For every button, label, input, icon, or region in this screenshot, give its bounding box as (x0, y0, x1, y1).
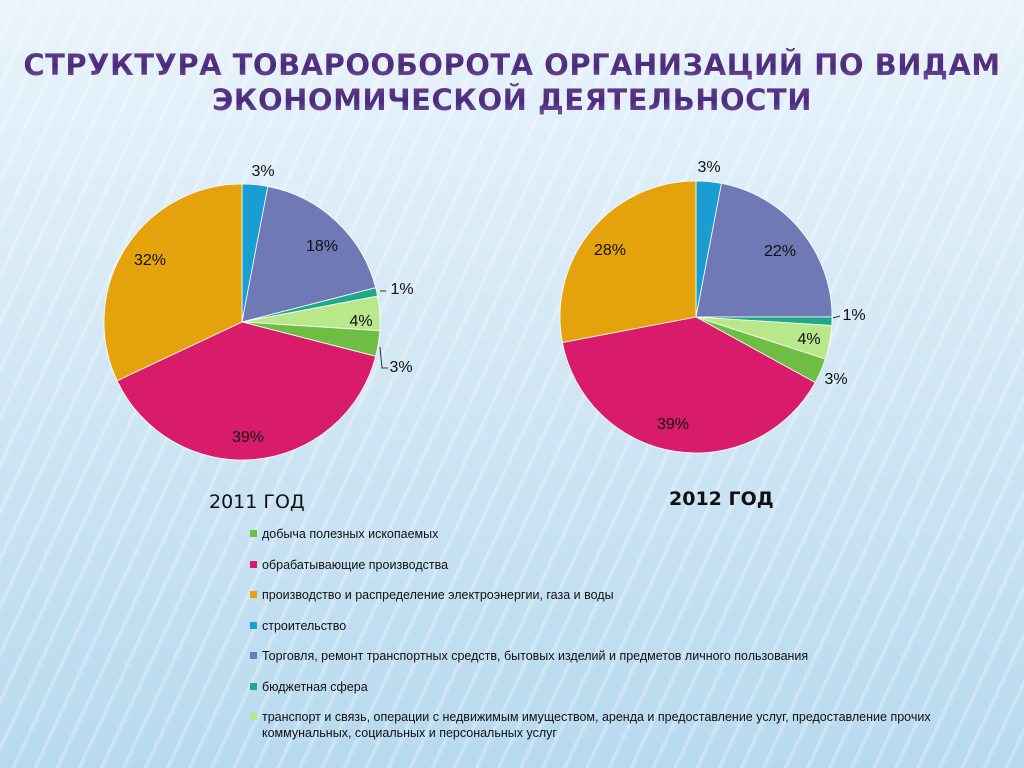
legend-swatch (250, 652, 257, 659)
legend-item: строительство (250, 618, 980, 649)
pie-data-label: 3% (389, 359, 412, 376)
legend-item: обрабатывающие производства (250, 557, 980, 588)
legend-swatch (250, 621, 257, 629)
pie-slice (559, 180, 697, 343)
page-title-line-2: ЭКОНОМИЧЕСКОЙ ДЕЯТЕЛЬНОСТИ (0, 83, 1024, 117)
legend-label: производство и распределение электроэнер… (262, 588, 614, 602)
chart-title-2012: 2012 ГОД (669, 488, 774, 510)
legend-item: бюджетная сфера (250, 679, 980, 710)
pie-slice (695, 182, 833, 318)
legend-swatch (250, 530, 257, 537)
legend-label: Торговля, ремонт транспортных средств, б… (262, 649, 809, 663)
legend-label: обрабатывающие производства (262, 557, 449, 572)
pie-data-label: 3% (251, 163, 274, 180)
legend-swatch (250, 591, 257, 598)
pie-data-label: 32% (134, 252, 166, 269)
pie-chart-2011: 3% 18% 1% 4% 3% 39% 32% (103, 163, 414, 461)
pie-data-label: 18% (306, 238, 338, 255)
legend-label: добыча полезных ископаемых (262, 527, 439, 541)
pie-data-label: 1% (390, 281, 413, 298)
leader-line (832, 315, 841, 319)
pie-data-label: 39% (657, 416, 689, 433)
legend-item: транспорт и связь, операции с недвижимым… (250, 709, 980, 740)
pie-data-label: 28% (594, 242, 626, 259)
legend-label: бюджетная сфера (262, 679, 368, 694)
legend-label: транспорт и связь, операции с недвижимым… (262, 710, 931, 740)
chart-title-2011: 2011 ГОД (209, 491, 305, 513)
pie-chart-2012: 3% 22% 1% 4% 3% 39% 28% (559, 159, 866, 454)
leader-line (379, 346, 388, 369)
pie-charts: 3% 18% 1% 4% 3% 39% 32% 3% 22% 1% 4% 3% 39% 28% (103, 159, 866, 461)
pie-slice (561, 316, 816, 454)
pie-slice (116, 321, 377, 461)
legend-swatch (250, 560, 257, 568)
legend-swatch (250, 682, 257, 690)
pie-data-label: 22% (764, 243, 796, 260)
legend-item: производство и распределение электроэнер… (250, 587, 980, 618)
page-title-line-1: СТРУКТУРА ТОВАРООБОРОТА ОРГАНИЗАЦИЙ ПО В… (0, 48, 1024, 82)
pie-data-label: 39% (232, 429, 264, 446)
pie-data-label: 4% (797, 331, 820, 348)
legend-label: строительство (262, 618, 347, 633)
legend: добыча полезных ископаемых обрабатывающие… (250, 526, 980, 740)
legend-swatch (250, 713, 257, 720)
legend-item: добыча полезных ископаемых (250, 526, 980, 557)
pie-data-label: 3% (697, 159, 720, 176)
pie-data-label: 1% (842, 307, 865, 324)
pie-slice (103, 183, 243, 382)
pie-data-label: 3% (824, 371, 847, 388)
legend-item: Торговля, ремонт транспортных средств, б… (250, 648, 980, 679)
pie-slice (241, 185, 377, 323)
pie-data-label: 4% (349, 313, 372, 330)
